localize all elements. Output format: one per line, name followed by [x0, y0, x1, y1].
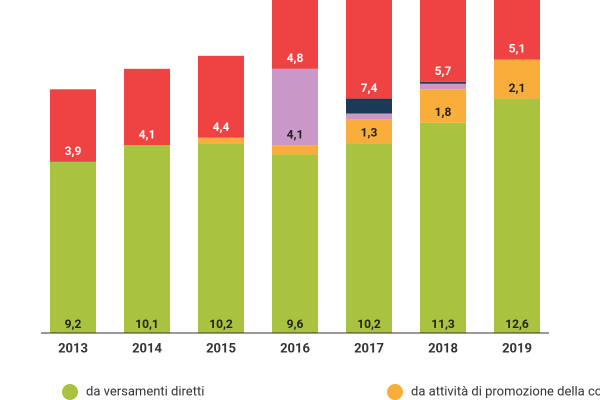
bar-segment — [420, 83, 466, 90]
value-label: 1,3 — [361, 125, 378, 139]
bar-segment — [198, 137, 244, 144]
bar-segment — [50, 161, 96, 333]
bar-segment — [494, 59, 540, 99]
bar-segment — [420, 0, 466, 82]
bar-segment — [346, 119, 392, 144]
value-label: 4,1 — [287, 127, 304, 141]
bar-segment — [420, 89, 466, 123]
bar-segment — [272, 145, 318, 155]
value-label: 4,1 — [139, 127, 156, 141]
value-label: 11,3 — [431, 317, 455, 331]
value-label: 12,6 — [505, 317, 529, 331]
value-label: 5,7 — [435, 64, 452, 78]
value-label: 1,8 — [435, 105, 452, 119]
bar-segment — [272, 154, 318, 333]
value-label: 7,4 — [361, 81, 378, 95]
value-label: 10,2 — [209, 317, 233, 331]
legend-swatch — [62, 384, 78, 400]
bar-segment — [494, 0, 540, 60]
legend-swatch — [387, 384, 403, 400]
value-label: 10,2 — [357, 317, 381, 331]
bar-segment — [198, 143, 244, 333]
bar-segment — [420, 81, 466, 84]
bar-segment — [198, 55, 244, 138]
bar-segment — [50, 89, 96, 162]
value-label: 9,2 — [65, 317, 82, 331]
value-label: 4,8 — [287, 51, 304, 65]
value-label: 4,4 — [213, 120, 230, 134]
bar-segment — [346, 143, 392, 333]
x-tick-label: 2019 — [502, 341, 532, 356]
x-tick-label: 2014 — [132, 341, 162, 356]
value-label: 3,9 — [65, 144, 82, 158]
bar-segment — [346, 98, 392, 114]
bar-segment — [124, 68, 170, 146]
bar-segment — [272, 68, 318, 146]
bar-segment — [346, 113, 392, 120]
bar-segment — [346, 0, 392, 99]
x-tick-label: 2018 — [428, 341, 458, 356]
value-label: 5,1 — [509, 42, 526, 56]
bar-segment — [494, 98, 540, 333]
value-label: 9,6 — [287, 317, 304, 331]
value-label: 2,1 — [509, 81, 526, 95]
value-label: 10,1 — [135, 317, 159, 331]
bar-segment — [124, 145, 170, 333]
legend-label: da versamenti diretti — [86, 384, 204, 399]
x-tick-label: 2015 — [206, 341, 236, 356]
bar-segment — [420, 122, 466, 333]
bar-segment — [272, 0, 318, 69]
x-tick-label: 2013 — [58, 341, 88, 356]
x-tick-label: 2016 — [280, 341, 310, 356]
legend-label: da attività di promozione della complian… — [411, 384, 600, 399]
x-tick-label: 2017 — [354, 341, 384, 356]
